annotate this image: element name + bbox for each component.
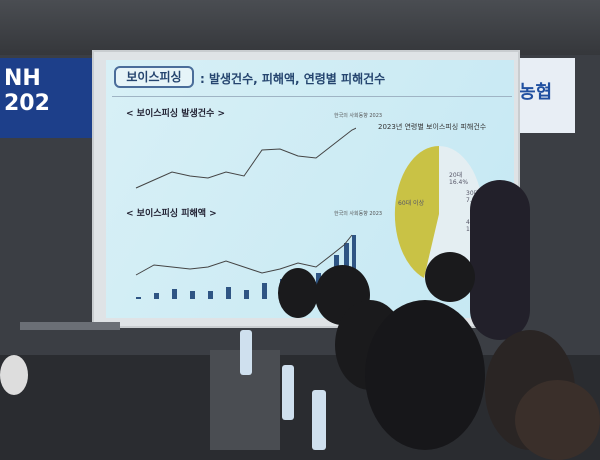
presenter	[470, 180, 530, 340]
slide-tab: 보이스피싱	[114, 66, 194, 88]
water-bottle	[312, 390, 326, 450]
audience-head	[515, 380, 600, 460]
table	[20, 322, 120, 330]
audience-head	[278, 268, 318, 318]
left-banner: NH 202	[0, 58, 95, 138]
bar	[208, 291, 213, 299]
chart2-title: < 보이스피싱 피해액 >	[126, 209, 217, 219]
water-bottle	[240, 330, 252, 375]
pie-label-60plus: 60대 이상	[398, 200, 425, 207]
audience-head	[365, 300, 485, 450]
audience	[0, 180, 600, 460]
bar	[244, 290, 249, 299]
pie-label-20s: 20대 16.4%	[449, 172, 469, 186]
damage-line	[135, 234, 353, 276]
bar	[172, 289, 177, 299]
incidents-line	[135, 127, 356, 189]
bar	[262, 283, 267, 299]
ceiling	[0, 0, 600, 55]
pie-slice-60plus	[394, 145, 439, 278]
chart1-source: 한국의 사회동향 2023	[334, 113, 383, 119]
bar	[136, 297, 141, 299]
bar	[154, 293, 159, 299]
pie-title: 2023년 연령별 보이스피싱 피해건수	[378, 123, 487, 131]
incidents-line-chart	[135, 127, 356, 189]
audience-hat	[0, 355, 28, 395]
bar	[226, 287, 231, 299]
water-bottle	[282, 365, 294, 420]
audience-head	[425, 252, 475, 302]
bar	[190, 291, 195, 299]
age-pie-chart	[394, 145, 483, 282]
chart1-title: < 보이스피싱 발생건수 >	[126, 109, 226, 119]
divider	[112, 96, 512, 97]
chart2-source: 한국의 사회동향 2023	[334, 211, 383, 217]
slide-title: : 발생건수, 피해액, 연령별 피해건수	[200, 72, 386, 86]
right-banner: 농협	[515, 58, 575, 133]
